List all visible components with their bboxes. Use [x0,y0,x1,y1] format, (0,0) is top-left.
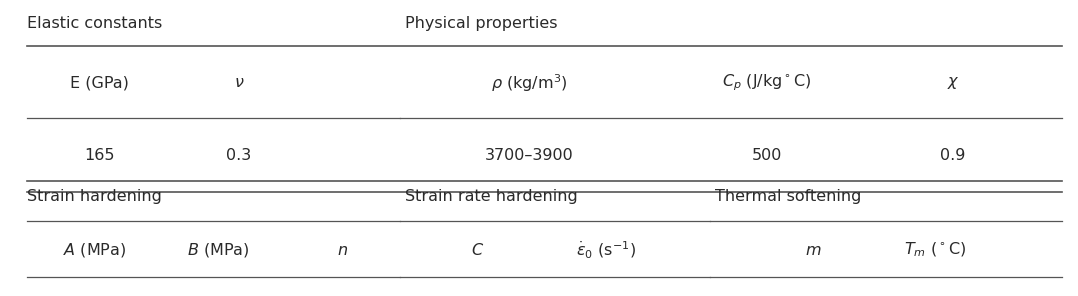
Text: $C_p$ (J/kg$^\circ$C): $C_p$ (J/kg$^\circ$C) [722,73,812,93]
Text: Strain hardening: Strain hardening [27,189,162,204]
Text: 0.9: 0.9 [940,148,966,163]
Text: 0.3: 0.3 [226,148,252,163]
Text: Elastic constants: Elastic constants [27,16,162,31]
Text: 500: 500 [751,148,782,163]
Text: E (GPa): E (GPa) [70,75,129,90]
Text: Physical properties: Physical properties [404,16,557,31]
Text: $n$: $n$ [337,243,348,258]
Text: $A$ (MPa): $A$ (MPa) [63,241,126,259]
Text: Thermal softening: Thermal softening [715,189,861,204]
Text: $\chi$: $\chi$ [946,75,959,91]
Text: $m$: $m$ [805,243,821,258]
Text: $C$: $C$ [471,242,484,258]
Text: $\rho$ (kg/m$^3$): $\rho$ (kg/m$^3$) [490,72,567,94]
Text: $B$ (MPa): $B$ (MPa) [188,241,250,259]
Text: $T_m$ ($^\circ$C): $T_m$ ($^\circ$C) [904,241,967,259]
Text: $\nu$: $\nu$ [234,75,245,90]
Text: 3700–3900: 3700–3900 [484,148,573,163]
Text: $\dot{\varepsilon}_0$ (s$^{-1}$): $\dot{\varepsilon}_0$ (s$^{-1}$) [577,239,636,261]
Text: 165: 165 [84,148,114,163]
Text: Strain rate hardening: Strain rate hardening [404,189,578,204]
